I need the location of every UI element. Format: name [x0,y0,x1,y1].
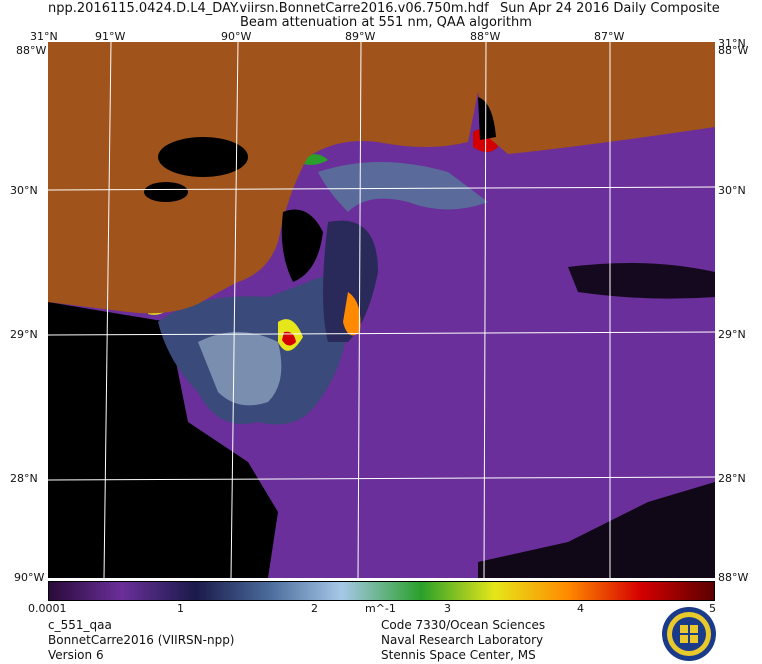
lon-tick-90w: 90°W [221,30,252,43]
colorbar-label-1: 1 [177,602,184,615]
colorbar-label-5: 5 [709,602,716,615]
lon-tick-89w: 89°W [345,30,376,43]
corner-lon-left-top: 88°W [16,44,47,57]
high-attenuation-orange [343,292,361,336]
lake-pontchartrain [158,137,248,177]
lon-tick-91w: 91°W [95,30,126,43]
coastal-green-patch [303,154,328,165]
footer-right-line1: Code 7330/Ocean Sciences [381,618,546,632]
lon-tick-88w: 88°W [470,30,501,43]
colorbar-label-min: 0.0001 [28,602,67,615]
lat-tick-29n-left: 29°N [10,328,38,341]
file-name-title: npp.2016115.0424.D.L4_DAY.viirsn.BonnetC… [48,1,489,16]
map-canvas [48,42,715,578]
nrl-seal-logo [662,607,716,661]
lat-tick-28n-right: 28°N [718,472,746,485]
lake-borgne [144,182,188,202]
footer-right-line2: Naval Research Laboratory [381,633,544,647]
graticule [48,42,715,578]
colorbar-label-4: 4 [577,602,584,615]
corner-lat-top-left: 31°N [30,30,58,43]
corner-lon-left-bottom: 90°W [14,571,45,584]
lat-tick-29n-right: 29°N [718,328,746,341]
colorbar [48,581,715,601]
lat-tick-30n-right: 30°N [718,184,746,197]
no-data-region-west [48,302,278,578]
no-data-region-south [478,482,715,578]
footer-left-line3: Version 6 [48,648,104,662]
mobile-bay [478,97,496,140]
lat-tick-30n-left: 30°N [10,184,38,197]
river-mouth-plume [323,220,378,342]
no-data-cloud-east [568,263,715,299]
footer-right-line3: Stennis Space Center, MS [381,648,536,662]
footer-left-line2: BonnetCarre2016 (VIIRSN-npp) [48,633,235,647]
corner-lon-right-bottom: 88°W [718,571,749,584]
corner-lon-right-top: 88°W [718,44,749,57]
satellite-map [48,42,715,578]
composite-date: Sun Apr 24 2016 Daily Composite [500,1,720,16]
footer-left-line1: c_551_qaa [48,618,112,632]
land-mass [48,42,715,314]
colorbar-label-3: 3 [444,602,451,615]
lon-tick-87w: 87°W [594,30,625,43]
colorbar-units: m^-1 [365,602,396,615]
colorbar-label-2: 2 [311,602,318,615]
corner-lat-top-right: 31°N [718,37,746,50]
delta-marsh-dark [281,209,323,282]
lat-tick-28n-left: 28°N [10,472,38,485]
high-attenuation-red [282,331,296,346]
product-title: Beam attenuation at 551 nm, QAA algorith… [240,15,532,30]
sediment-plume-core [198,332,282,406]
